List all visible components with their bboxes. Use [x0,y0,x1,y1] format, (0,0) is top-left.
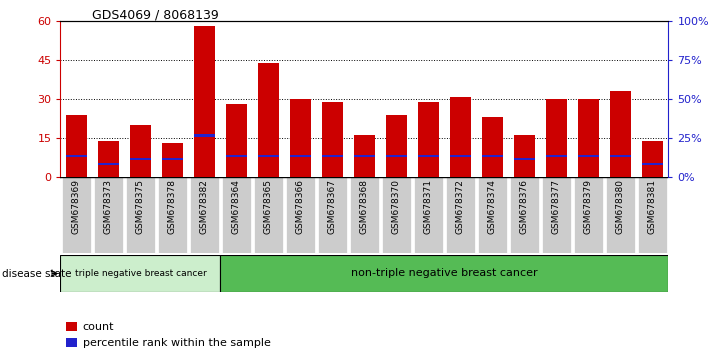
FancyBboxPatch shape [94,177,123,253]
Bar [258,63,279,177]
FancyBboxPatch shape [542,177,571,253]
Bar [290,155,311,158]
Legend: count, percentile rank within the sample: count, percentile rank within the sample [66,322,270,348]
Text: GSM678381: GSM678381 [648,179,657,234]
FancyBboxPatch shape [574,177,603,253]
Bar [610,91,631,177]
Text: GSM678364: GSM678364 [232,179,241,234]
Text: triple negative breast cancer: triple negative breast cancer [75,269,206,278]
Text: GSM678376: GSM678376 [520,179,529,234]
FancyBboxPatch shape [220,255,668,292]
Text: non-triple negative breast cancer: non-triple negative breast cancer [351,268,538,279]
FancyBboxPatch shape [478,177,507,253]
FancyBboxPatch shape [254,177,283,253]
Bar [290,99,311,177]
Bar [578,99,599,177]
FancyBboxPatch shape [318,177,347,253]
Text: GSM678379: GSM678379 [584,179,593,234]
Text: GSM678374: GSM678374 [488,179,497,234]
Bar [418,102,439,177]
Bar [98,141,119,177]
FancyBboxPatch shape [126,177,155,253]
Bar [514,136,535,177]
Bar [514,158,535,160]
Bar [642,141,663,177]
FancyBboxPatch shape [190,177,219,253]
Bar [98,163,119,165]
Text: GSM678366: GSM678366 [296,179,305,234]
FancyBboxPatch shape [62,177,91,253]
FancyBboxPatch shape [60,255,220,292]
Text: GSM678368: GSM678368 [360,179,369,234]
Bar [450,155,471,158]
Text: GSM678367: GSM678367 [328,179,337,234]
Bar [354,136,375,177]
FancyBboxPatch shape [382,177,411,253]
Bar [546,99,567,177]
FancyBboxPatch shape [638,177,667,253]
Text: GSM678382: GSM678382 [200,179,209,234]
Bar [482,117,503,177]
Bar [450,97,471,177]
Text: GSM678373: GSM678373 [104,179,113,234]
Bar [194,27,215,177]
Bar [546,155,567,158]
Bar [130,125,151,177]
Text: GDS4069 / 8068139: GDS4069 / 8068139 [92,9,219,22]
Text: GSM678378: GSM678378 [168,179,177,234]
FancyBboxPatch shape [350,177,379,253]
Bar [162,158,183,160]
Bar [578,155,599,158]
Bar [194,134,215,137]
FancyBboxPatch shape [446,177,475,253]
Bar [610,155,631,158]
Text: disease state: disease state [2,269,72,279]
Text: GSM678371: GSM678371 [424,179,433,234]
Bar [226,155,247,158]
Bar [258,155,279,158]
Bar [418,155,439,158]
FancyBboxPatch shape [414,177,443,253]
Bar [226,104,247,177]
Bar [386,155,407,158]
Text: GSM678365: GSM678365 [264,179,273,234]
Text: GSM678369: GSM678369 [72,179,81,234]
Bar [386,115,407,177]
Bar [642,163,663,165]
FancyBboxPatch shape [286,177,315,253]
FancyBboxPatch shape [222,177,251,253]
Bar [322,155,343,158]
Text: GSM678380: GSM678380 [616,179,625,234]
Bar [354,155,375,158]
Text: GSM678375: GSM678375 [136,179,145,234]
FancyBboxPatch shape [606,177,635,253]
Text: GSM678370: GSM678370 [392,179,401,234]
FancyBboxPatch shape [158,177,187,253]
Bar [162,143,183,177]
Text: GSM678372: GSM678372 [456,179,465,234]
Bar [322,102,343,177]
Bar [482,155,503,158]
Text: GSM678377: GSM678377 [552,179,561,234]
Bar [130,158,151,160]
Bar [66,115,87,177]
FancyBboxPatch shape [510,177,539,253]
Bar [66,155,87,158]
